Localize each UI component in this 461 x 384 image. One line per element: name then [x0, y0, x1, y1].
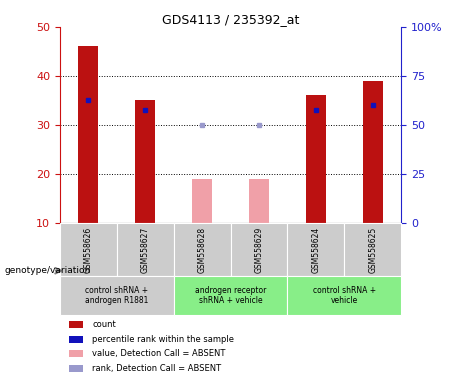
Bar	[60, 223, 117, 276]
Text: rank, Detection Call = ABSENT: rank, Detection Call = ABSENT	[92, 364, 221, 373]
Bar	[78, 46, 98, 223]
Bar	[363, 81, 383, 223]
Text: GSM558625: GSM558625	[368, 226, 377, 273]
Bar	[344, 223, 401, 276]
Text: GSM558626: GSM558626	[84, 226, 93, 273]
Bar	[306, 95, 326, 223]
Text: androgen receptor
shRNA + vehicle: androgen receptor shRNA + vehicle	[195, 286, 266, 305]
Bar	[287, 276, 401, 315]
Bar	[135, 100, 155, 223]
Bar	[174, 223, 230, 276]
Text: GSM558629: GSM558629	[254, 226, 263, 273]
Bar	[249, 179, 269, 223]
Text: percentile rank within the sample: percentile rank within the sample	[92, 334, 234, 344]
Text: control shRNA +
vehicle: control shRNA + vehicle	[313, 286, 376, 305]
Text: genotype/variation: genotype/variation	[5, 266, 91, 275]
Text: count: count	[92, 320, 116, 329]
Text: value, Detection Call = ABSENT: value, Detection Call = ABSENT	[92, 349, 225, 358]
Bar	[117, 223, 174, 276]
Text: control shRNA +
androgen R1881: control shRNA + androgen R1881	[85, 286, 148, 305]
Bar	[230, 223, 287, 276]
Bar	[174, 276, 287, 315]
Bar	[287, 223, 344, 276]
Title: GDS4113 / 235392_at: GDS4113 / 235392_at	[162, 13, 299, 26]
Bar	[192, 179, 212, 223]
Text: GSM558628: GSM558628	[198, 227, 207, 273]
Text: GSM558624: GSM558624	[311, 226, 320, 273]
Bar	[60, 276, 174, 315]
Text: GSM558627: GSM558627	[141, 226, 150, 273]
